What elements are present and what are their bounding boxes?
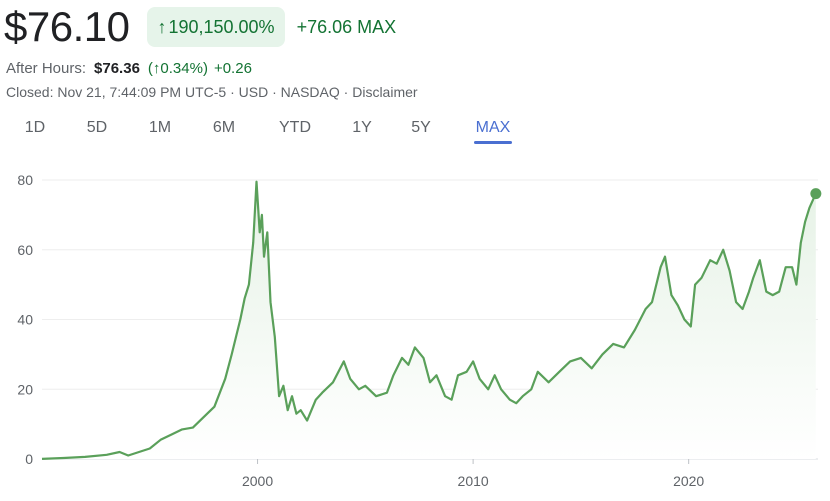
market-status-text: Closed: Nov 21, 7:44:09 PM UTC-5 · USD ·… [6,84,353,100]
y-tick-label: 60 [17,242,33,258]
y-tick-label: 40 [17,312,33,328]
after-hours-percent: (↑0.34%) [147,59,208,77]
current-price: $76.10 [4,3,130,50]
x-tick-label: 2020 [673,473,704,489]
x-tick-label: 2000 [242,473,273,489]
absolute-change: +76.06 MAX [297,17,397,38]
tab-5d[interactable]: 5D [86,119,108,136]
quote-header: $76.10 ↑ 190,150.00% +76.06 MAX [4,2,396,52]
disclaimer-link[interactable]: Disclaimer [352,84,418,100]
after-hours-change: +0.26 [213,59,252,77]
market-status-row: Closed: Nov 21, 7:44:09 PM UTC-5 · USD ·… [6,84,418,100]
up-arrow-icon: ↑ [157,16,167,37]
y-tick-label: 0 [25,451,33,467]
tab-ytd[interactable]: YTD [279,119,311,136]
percent-change-value: 190,150.00% [168,16,275,37]
latest-price-marker [810,188,822,200]
price-chart: 0 20 40 60 80 2000 2010 2020 [17,172,822,489]
tab-1y[interactable]: 1Y [352,119,372,136]
tab-1m[interactable]: 1M [148,119,172,136]
absolute-change-value: +76.06 [296,16,353,37]
tab-5y[interactable]: 5Y [411,119,431,136]
y-tick-label: 20 [17,381,33,397]
after-hours-row: After Hours: $76.36 (↑0.34%) +0.26 [6,57,252,79]
tab-max[interactable]: MAX [474,114,512,144]
x-tick-label: 2010 [458,473,489,489]
tab-1d[interactable]: 1D [24,119,46,136]
after-hours-label: After Hours: [6,59,87,77]
price-area-fill [42,181,816,459]
after-hours-price: $76.36 [94,59,140,77]
y-tick-label: 80 [17,172,33,188]
price-line [41,180,817,460]
tab-6m[interactable]: 6M [212,119,236,136]
change-period: MAX [357,16,397,37]
percent-change-badge: ↑ 190,150.00% [147,7,285,47]
